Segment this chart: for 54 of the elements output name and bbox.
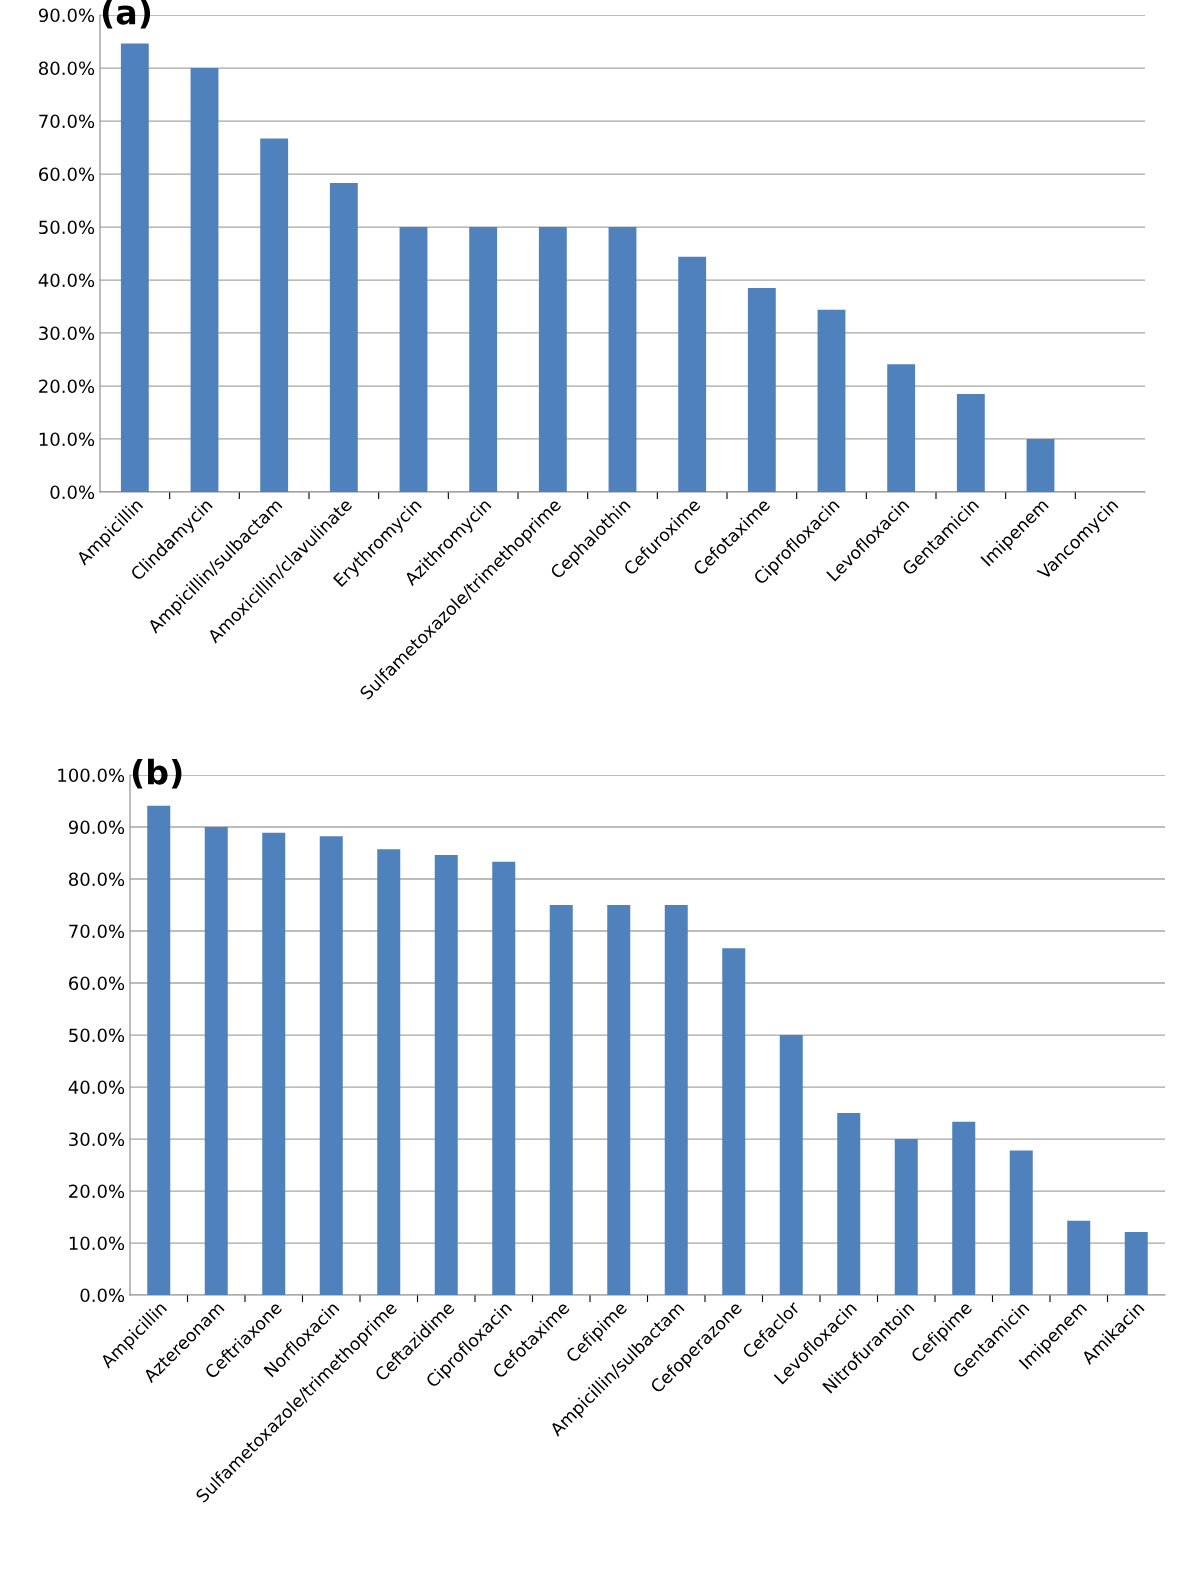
y-tick-label: 50.0% (39, 220, 95, 235)
bar (147, 805, 171, 1295)
y-tick-label: 60.0% (69, 976, 125, 991)
bar (894, 1139, 918, 1295)
bar (329, 183, 358, 492)
bar (779, 1035, 803, 1295)
bar (837, 1113, 861, 1295)
bar (678, 256, 707, 492)
bar (492, 861, 516, 1295)
y-tick-label: 0.0% (50, 485, 95, 500)
bar (608, 227, 637, 492)
bar (262, 832, 286, 1295)
y-tick-label: 20.0% (69, 1184, 125, 1199)
bar (956, 393, 985, 492)
bar (538, 227, 567, 492)
bar (549, 905, 573, 1295)
bar (190, 68, 219, 492)
bar (887, 364, 916, 492)
y-tick-label: 10.0% (69, 1236, 125, 1251)
y-tick-label: 70.0% (69, 924, 125, 939)
bar (377, 849, 401, 1295)
y-tick-label: 0.0% (80, 1288, 125, 1303)
bar (664, 905, 688, 1295)
bar (434, 855, 458, 1295)
bar (607, 905, 631, 1295)
bar (260, 138, 289, 492)
y-tick-label: 30.0% (69, 1132, 125, 1147)
bar (747, 287, 776, 492)
y-tick-label: 90.0% (68, 820, 125, 835)
bar (1026, 439, 1055, 492)
bar (1124, 1232, 1148, 1295)
chart-title: (b) (132, 758, 182, 789)
bar (817, 309, 846, 492)
bar (1067, 1220, 1091, 1295)
y-tick-label: 80.0% (39, 61, 95, 76)
y-tick-label: 100.0% (58, 768, 125, 783)
bar (1009, 1150, 1033, 1295)
bar (319, 836, 343, 1295)
bar (399, 227, 428, 492)
y-tick-label: 10.0% (39, 432, 95, 447)
y-tick-label: 30.0% (39, 326, 95, 341)
bar (204, 827, 228, 1295)
y-tick-label: 90.0% (38, 8, 95, 23)
y-tick-label: 20.0% (39, 379, 95, 394)
y-tick-label: 80.0% (69, 872, 125, 887)
y-tick-label: 40.0% (68, 1080, 125, 1095)
y-tick-label: 40.0% (38, 273, 95, 288)
bar (722, 948, 746, 1295)
y-tick-label: 50.0% (69, 1028, 125, 1043)
y-tick-label: 70.0% (39, 114, 95, 129)
bar (120, 43, 149, 492)
bar (952, 1121, 976, 1295)
bar (469, 227, 498, 492)
y-tick-label: 60.0% (39, 167, 95, 182)
